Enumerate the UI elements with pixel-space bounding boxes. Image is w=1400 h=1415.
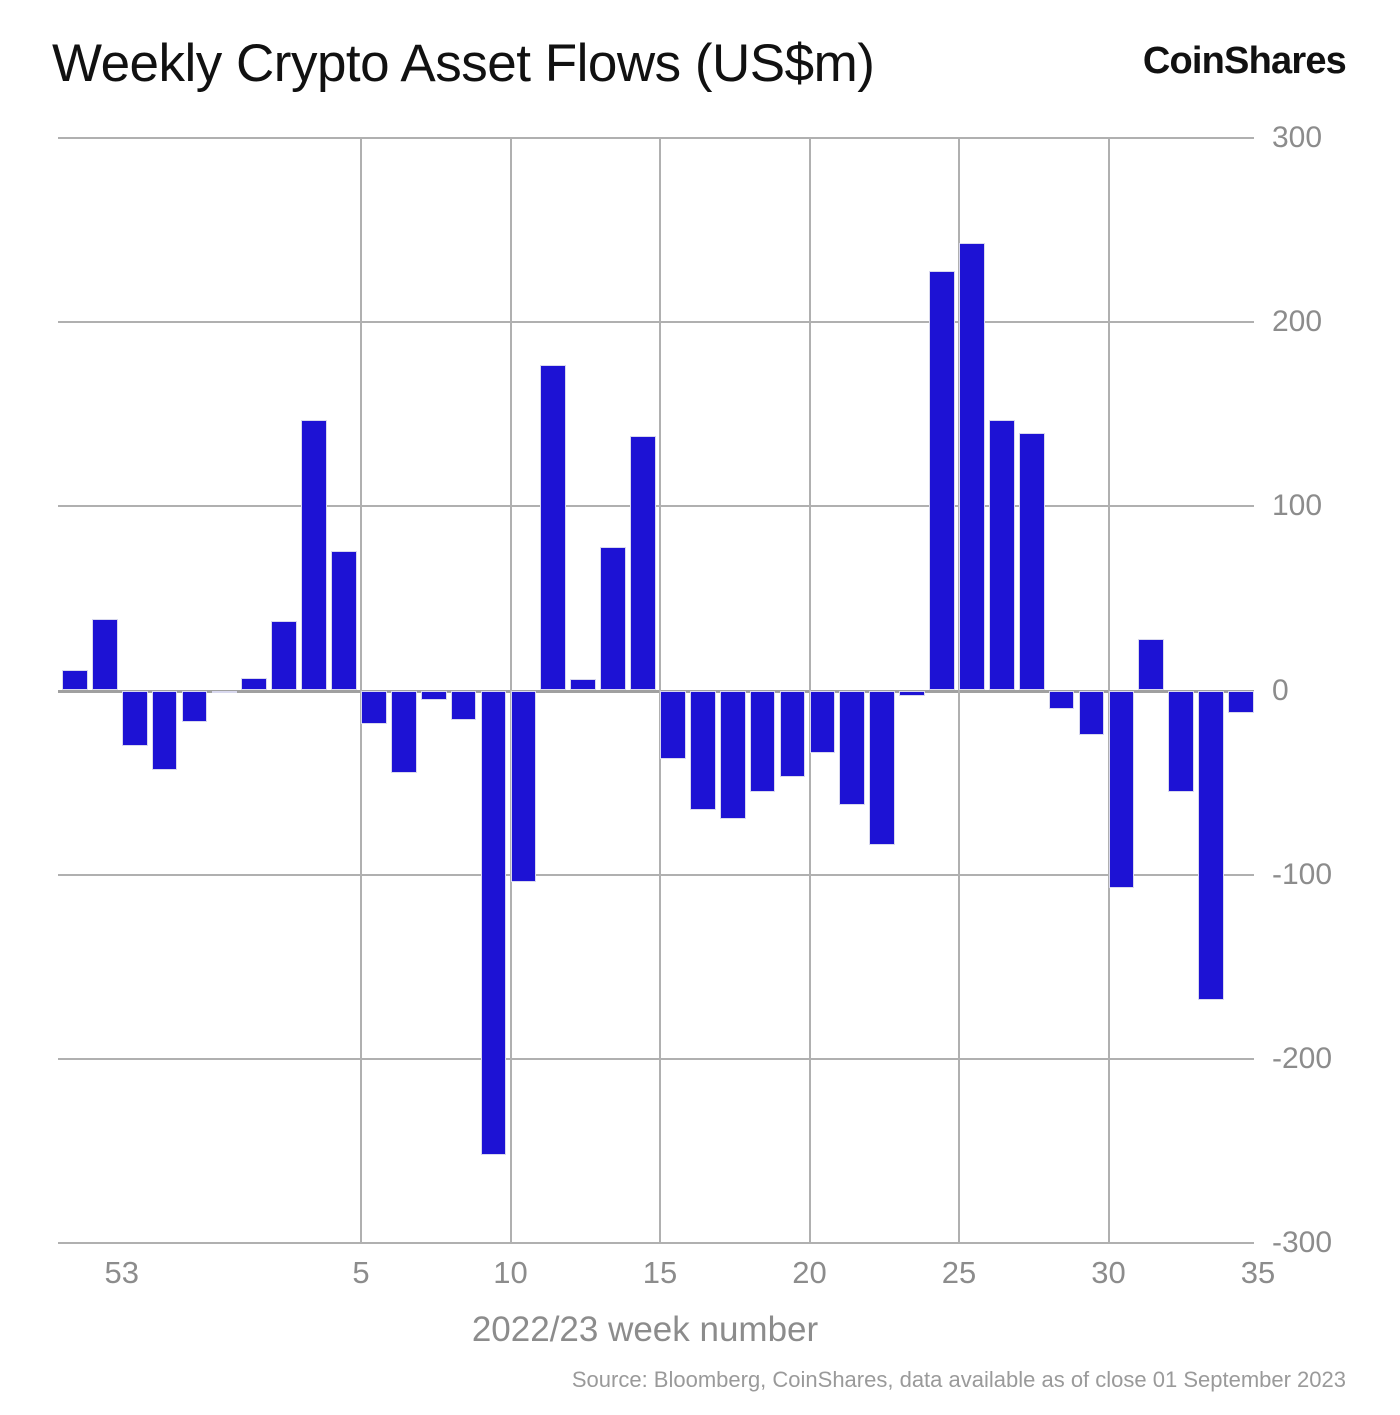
x-tick-5: 5 xyxy=(352,1255,370,1290)
y-tick--200: -200 xyxy=(1272,1041,1333,1075)
bar-week-18 xyxy=(660,690,686,759)
bar-week-22 xyxy=(779,690,806,778)
bar-week-11 xyxy=(450,690,477,720)
bar-week-24 xyxy=(839,690,866,805)
bar-week-33 xyxy=(1108,690,1135,888)
gridline-horizontal-0 xyxy=(58,689,1254,693)
bar-week-6 xyxy=(301,419,327,691)
bar-week-53 xyxy=(121,690,148,746)
bar-week-17 xyxy=(630,436,656,691)
gridline-horizontal-300 xyxy=(58,137,1254,139)
bar-week-8 xyxy=(361,690,387,724)
bar-week-10 xyxy=(420,690,447,700)
y-tick--300: -300 xyxy=(1272,1226,1333,1259)
bar-week-9 xyxy=(390,690,417,774)
x-tick-53: 53 xyxy=(104,1255,140,1290)
bar-week-15 xyxy=(570,679,596,691)
x-tick-15: 15 xyxy=(642,1255,678,1290)
gridline-horizontal--300 xyxy=(58,1242,1254,1244)
bar-week-27 xyxy=(929,270,955,691)
bar-week-4 xyxy=(241,677,268,691)
bar-week-32 xyxy=(1078,690,1105,735)
bar-week-28 xyxy=(959,242,985,691)
chart-header: Weekly Crypto Asset Flows (US$m) CoinSha… xyxy=(0,0,1400,120)
gridline-horizontal-200 xyxy=(58,321,1254,324)
y-tick-200: 200 xyxy=(1272,305,1323,339)
bar-week-35 xyxy=(1168,690,1194,792)
x-tick-10: 10 xyxy=(493,1255,528,1290)
bar-week-20 xyxy=(719,690,746,820)
gridline-horizontal--200 xyxy=(58,1057,1254,1060)
gridline-horizontal--100 xyxy=(58,873,1254,876)
x-tick-20: 20 xyxy=(792,1255,827,1290)
y-tick--100: -100 xyxy=(1272,857,1333,891)
plot-area xyxy=(58,137,1254,1244)
bar-week-23 xyxy=(809,690,836,754)
bar-week-31 xyxy=(1048,690,1075,709)
bar-week-29 xyxy=(988,419,1015,691)
bar-week-25 xyxy=(869,690,895,846)
bar-week-12 xyxy=(480,690,507,1155)
bar-week-19 xyxy=(689,690,716,811)
bar-week-5 xyxy=(271,620,297,691)
bar-week-13 xyxy=(510,690,537,883)
gridline-vertical-30 xyxy=(958,138,960,1243)
x-tick-30: 30 xyxy=(1091,1255,1126,1290)
bar-week-37 xyxy=(1228,690,1254,713)
bar-week-16 xyxy=(600,546,626,691)
y-tick-0: 0 xyxy=(1272,673,1289,707)
y-tick-100: 100 xyxy=(1272,489,1323,523)
bar-week-14 xyxy=(540,364,567,691)
bar-week-3 xyxy=(211,690,238,693)
x-tick-25: 25 xyxy=(941,1255,977,1290)
bar-week-51 xyxy=(62,670,88,691)
bar-week-36 xyxy=(1198,690,1224,1000)
bar-week-7 xyxy=(331,550,357,691)
bar-week-52 xyxy=(91,618,118,691)
bar-week-2 xyxy=(181,690,208,722)
bar-week-26 xyxy=(899,690,925,697)
y-tick-300: 300 xyxy=(1272,121,1323,154)
gridline-horizontal-100 xyxy=(58,505,1254,508)
source-note: Source: Bloomberg, CoinShares, data avai… xyxy=(571,1367,1346,1392)
bar-week-21 xyxy=(749,690,776,792)
x-axis-title: 2022/23 week number xyxy=(471,1310,819,1349)
coinshares-logo: CoinShares xyxy=(1142,40,1347,82)
bar-week-30 xyxy=(1018,432,1045,691)
bar-week-1 xyxy=(151,690,178,770)
page-title: Weekly Crypto Asset Flows (US$m) xyxy=(52,34,875,93)
x-tick-35: 35 xyxy=(1240,1255,1276,1290)
bar-week-34 xyxy=(1138,638,1165,691)
